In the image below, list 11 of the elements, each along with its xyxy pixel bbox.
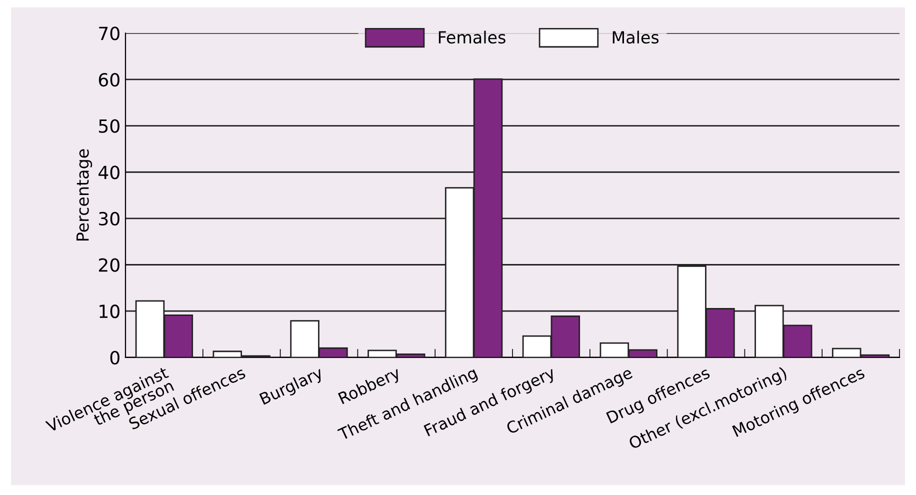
- y-tick-label: 50: [99, 119, 120, 133]
- y-tick-label: 10: [100, 304, 120, 318]
- legend-label: Males: [612, 30, 659, 44]
- y-tick-label: 20: [98, 258, 120, 272]
- legend-label: Females: [438, 30, 506, 44]
- y-tick-label: 60: [98, 72, 120, 87]
- y-axis-title: Percentage: [76, 149, 92, 241]
- y-tick-label: 0: [110, 350, 120, 365]
- y-tick-label: 40: [98, 166, 120, 180]
- y-tick-label: 30: [99, 212, 120, 226]
- y-tick-label: 70: [99, 26, 120, 40]
